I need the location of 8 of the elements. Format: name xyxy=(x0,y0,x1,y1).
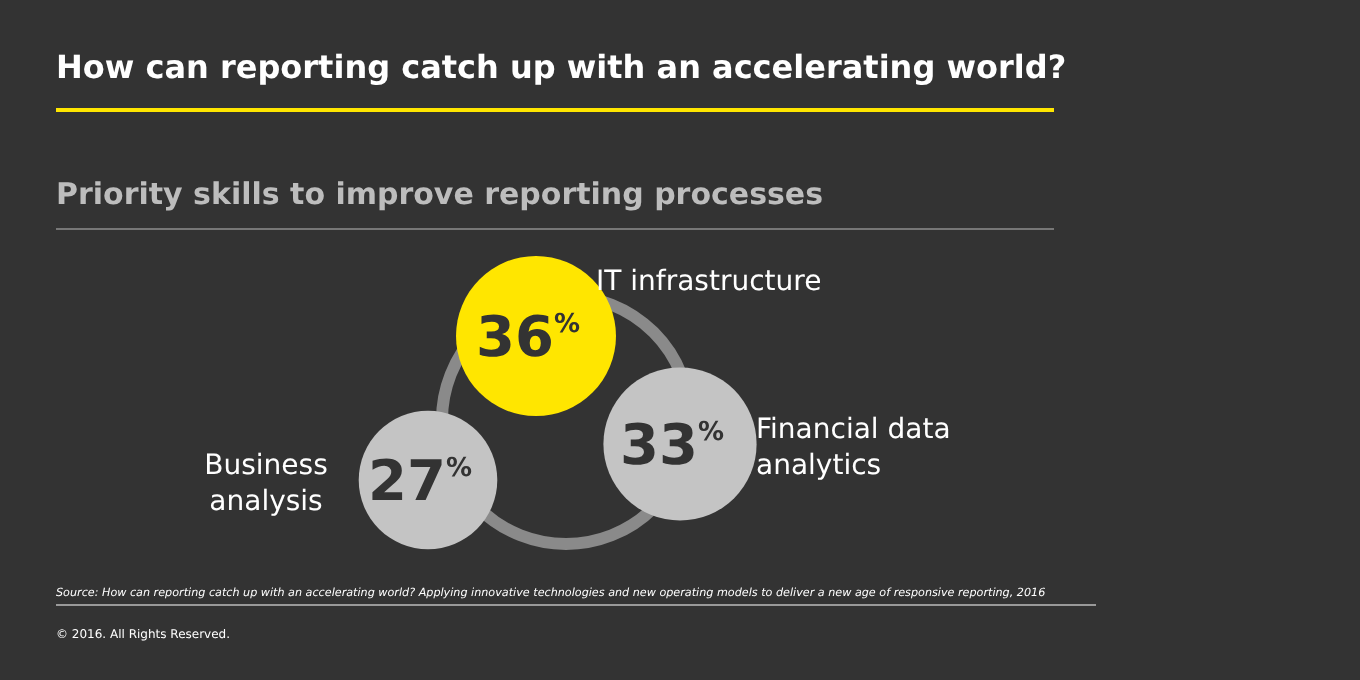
text: How can reporting catch up with an accelerating world? xyxy=(56,48,1067,86)
category-label: Business analysis xyxy=(202,448,330,520)
data-label: 33$^{%}$ xyxy=(620,412,724,478)
text: Priority skills to improve reporting processes xyxy=(56,176,824,212)
category-label: IT infrastructure xyxy=(596,264,824,300)
data-label: 27$^{%}$ xyxy=(368,448,472,514)
data-label: 36$^{%}$ xyxy=(476,304,580,370)
category-label: Financial data analytics xyxy=(756,412,953,484)
